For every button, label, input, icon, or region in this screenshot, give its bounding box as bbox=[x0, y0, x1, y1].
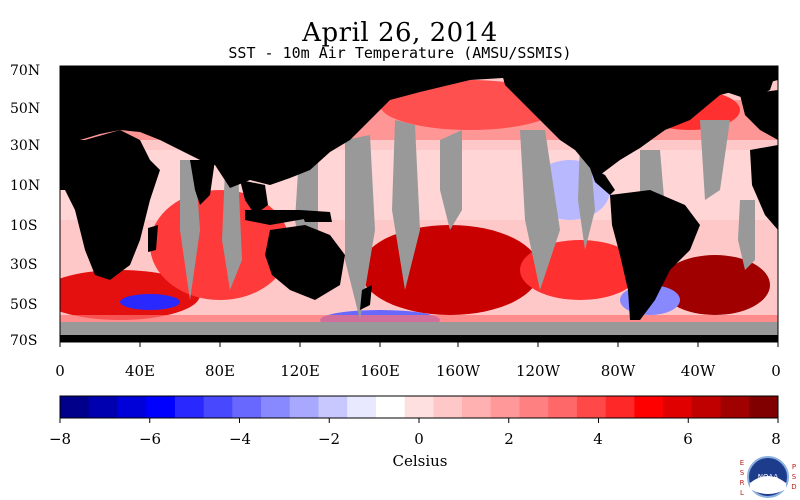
map-ticks bbox=[59, 342, 779, 347]
lon-label: 40E bbox=[124, 362, 156, 380]
lat-label: 10S bbox=[10, 218, 38, 234]
land-africa bbox=[60, 130, 160, 280]
esrl-letter: S bbox=[740, 469, 745, 477]
noaa-logo: NOAA E S R L P S D bbox=[738, 455, 798, 500]
colorbar-swatch bbox=[261, 396, 291, 418]
lat-label: 70N bbox=[10, 63, 41, 79]
psd-letter: P bbox=[792, 463, 796, 471]
colorbar-swatch bbox=[375, 396, 406, 418]
colorbar-swatch bbox=[663, 396, 693, 418]
colorbar-swatch bbox=[576, 396, 607, 418]
colorbar-swatch bbox=[691, 396, 722, 418]
warm-patch-south-atlantic bbox=[660, 255, 770, 315]
land-africa-west-edge bbox=[750, 145, 778, 230]
colorbar-swatch bbox=[720, 396, 750, 418]
colorbar-swatch bbox=[605, 396, 635, 418]
lat-label: 30S bbox=[10, 257, 38, 273]
colorbar-swatch bbox=[347, 396, 377, 418]
colorbar-swatch bbox=[548, 396, 578, 418]
lon-label: 160E bbox=[360, 362, 400, 380]
land-antarctica bbox=[60, 335, 778, 342]
noaa-logo-wave bbox=[750, 476, 786, 494]
colorbar-swatch bbox=[634, 396, 664, 418]
colorbar-swatch bbox=[232, 396, 262, 418]
lon-label: 160W bbox=[435, 362, 481, 380]
colorbar-tick-label: 6 bbox=[683, 430, 693, 448]
land-central-america bbox=[590, 168, 615, 195]
colorbar-swatch bbox=[60, 396, 90, 418]
esrl-letter: E bbox=[740, 459, 744, 467]
map-title: April 26, 2014 bbox=[302, 18, 498, 48]
lat-label: 70S bbox=[10, 333, 38, 349]
cool-patch-southern-indian bbox=[120, 294, 180, 310]
colorbar-tick-label: −4 bbox=[228, 430, 252, 448]
land-south-america bbox=[610, 190, 700, 320]
land-new-guinea bbox=[300, 210, 332, 222]
colorbar-tick-label: 0 bbox=[414, 430, 424, 448]
land-new-zealand bbox=[360, 285, 372, 310]
land-europe-west bbox=[740, 90, 778, 140]
esrl-letter: L bbox=[740, 489, 744, 497]
lon-label: 0 bbox=[55, 362, 65, 380]
colorbar-tick-label: −2 bbox=[317, 430, 341, 448]
colorbar-swatch bbox=[433, 396, 463, 418]
lat-label: 30N bbox=[10, 138, 41, 154]
lon-label: 0 bbox=[771, 362, 781, 380]
land-masses bbox=[60, 66, 778, 342]
land-madagascar bbox=[148, 225, 158, 252]
lon-label: 120E bbox=[280, 362, 320, 380]
psd-letter: D bbox=[791, 483, 796, 491]
noaa-logo-text: NOAA bbox=[758, 473, 779, 481]
colorbar-swatch bbox=[174, 396, 205, 418]
colorbar-tick-label: 8 bbox=[771, 430, 781, 448]
land-greenland bbox=[700, 66, 778, 100]
colorbar-swatch bbox=[318, 396, 348, 418]
colorbar-swatch bbox=[519, 396, 549, 418]
colorbar-swatch bbox=[146, 396, 176, 418]
lat-label: 10N bbox=[10, 178, 41, 194]
colorbar bbox=[59, 396, 779, 423]
colorbar-swatch bbox=[462, 396, 492, 418]
colorbar-tick-label: 2 bbox=[504, 430, 514, 448]
land-southeast-asia bbox=[240, 180, 268, 215]
map-subtitle: SST - 10m Air Temperature (AMSU/SSMIS) bbox=[228, 44, 572, 62]
colorbar-swatch bbox=[404, 396, 434, 418]
colorbar-frame bbox=[59, 395, 779, 419]
colorbar-tick-label: −6 bbox=[138, 430, 162, 448]
warm-patch-south-pacific bbox=[360, 225, 540, 315]
colorbar-swatch bbox=[490, 396, 521, 418]
lat-label: 50S bbox=[10, 297, 38, 313]
colorbar-swatch bbox=[749, 396, 779, 418]
esrl-letter: R bbox=[740, 479, 745, 487]
colorbar-swatch bbox=[203, 396, 233, 418]
lon-label: 40W bbox=[680, 362, 716, 380]
colorbar-tick-label: 4 bbox=[593, 430, 603, 448]
lon-label: 120W bbox=[515, 362, 561, 380]
colorbar-tick-label: −8 bbox=[48, 430, 72, 448]
colorbar-swatch bbox=[289, 396, 319, 418]
lon-label: 80E bbox=[204, 362, 236, 380]
colorbar-unit-label: Celsius bbox=[392, 452, 448, 470]
lon-label: 80W bbox=[600, 362, 636, 380]
land-india bbox=[190, 160, 215, 205]
colorbar-swatch bbox=[88, 396, 118, 418]
lat-label: 50N bbox=[10, 101, 41, 117]
land-indonesia bbox=[245, 210, 310, 225]
land-eurasia bbox=[60, 66, 600, 188]
colorbar-swatch bbox=[117, 396, 147, 418]
map-frame bbox=[59, 65, 779, 343]
psd-letter: S bbox=[792, 473, 797, 481]
land-australia bbox=[265, 225, 345, 300]
map-area bbox=[60, 66, 778, 342]
land-north-america bbox=[500, 66, 778, 175]
